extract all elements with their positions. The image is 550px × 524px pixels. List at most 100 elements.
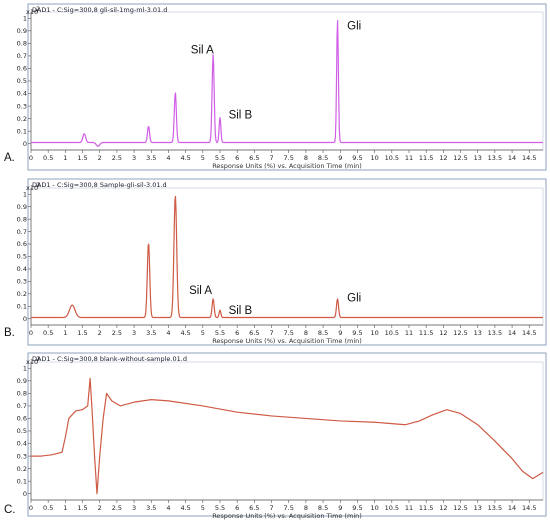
- x-tick-label: 5: [201, 154, 205, 162]
- x-tick-label: 8: [304, 329, 308, 337]
- x-tick-label: 6: [235, 154, 239, 162]
- x-axis-title: Response Units (%) vs. Acquisition Time …: [212, 337, 362, 345]
- x-tick-label: 14.5: [522, 504, 536, 512]
- x-tick-label: 13.5: [488, 329, 502, 337]
- x-tick-label: 1: [63, 329, 67, 337]
- y-tick-label: 0.8: [17, 215, 27, 223]
- x-tick-label: 10: [370, 154, 378, 162]
- x-tick-label: 12.5: [453, 154, 467, 162]
- x-tick-label: 8: [304, 504, 308, 512]
- y-tick-label: 0.1: [17, 303, 27, 311]
- x-tick-label: 14.5: [522, 329, 536, 337]
- chart-panel-b: DAD1 - C:Sig=300,8 Sample-gli-sil-3.01.d…: [4, 178, 547, 346]
- x-tick-label: 0: [29, 154, 33, 162]
- x-tick-label: 1.5: [77, 504, 87, 512]
- panel-frame: [27, 178, 547, 346]
- panel-frame: [27, 352, 547, 517]
- y-tick-label: 0.4: [17, 90, 27, 98]
- x-tick-label: 7.5: [284, 504, 294, 512]
- y-tick-label: 0.1: [17, 477, 27, 485]
- x-tick-label: 4: [166, 154, 170, 162]
- x-tick-label: 14: [508, 504, 516, 512]
- y-tick-label: 0.6: [17, 240, 27, 248]
- x-tick-label: 7.5: [284, 329, 294, 337]
- chromatogram-trace: [31, 377, 544, 495]
- y-tick-label: 1: [23, 364, 27, 372]
- x-tick-label: 11.5: [419, 504, 433, 512]
- x-tick-label: 12.5: [453, 504, 467, 512]
- y-tick-label: 0.4: [17, 265, 27, 273]
- x-tick-label: 3.5: [146, 504, 156, 512]
- x-tick-label: 4.5: [180, 504, 190, 512]
- x-tick-label: 6.5: [249, 504, 259, 512]
- y-tick-label: 0.4: [17, 440, 27, 448]
- y-tick-label: 0: [23, 490, 27, 498]
- x-tick-label: 11: [405, 154, 413, 162]
- y-multiplier: x10: [26, 8, 38, 16]
- x-tick-label: 0.5: [43, 329, 53, 337]
- peak-annotation: Sil B: [229, 110, 253, 122]
- peak-annotation: Sil B: [229, 305, 253, 317]
- x-tick-label: 10: [370, 504, 378, 512]
- x-tick-label: 0.5: [43, 504, 53, 512]
- y-multiplier: x10: [26, 184, 38, 192]
- y-tick-label: 0.1: [17, 127, 27, 135]
- x-tick-label: 0.5: [43, 154, 53, 162]
- y-multiplier: x10: [26, 358, 38, 366]
- x-tick-label: 13: [474, 154, 482, 162]
- panel-label: B.: [4, 327, 15, 339]
- chromatogram-trace: [30, 20, 544, 147]
- x-tick-label: 5: [201, 504, 205, 512]
- x-tick-label: 1.5: [77, 154, 87, 162]
- y-tick-label: 0.3: [17, 102, 27, 110]
- x-tick-label: 9: [338, 504, 342, 512]
- x-tick-label: 10.5: [385, 504, 399, 512]
- peak-annotation: Gli: [347, 292, 361, 304]
- chart-panel-a: DAD1 - C:Sig=300,8 gli-sil-1mg-ml-3.01.d…: [4, 3, 547, 171]
- x-axis-title: Response Units (%) vs. Acquisition Time …: [212, 512, 362, 520]
- x-tick-label: 2: [98, 154, 102, 162]
- y-tick-label: 0.5: [17, 77, 27, 85]
- x-tick-label: 2: [98, 329, 102, 337]
- x-tick-label: 3.5: [146, 329, 156, 337]
- x-axis-title: Response Units (%) vs. Acquisition Time …: [212, 162, 362, 170]
- y-tick-label: 0.7: [17, 52, 27, 60]
- peak-annotation: Gli: [347, 21, 361, 33]
- y-tick-label: 0.8: [17, 390, 27, 398]
- x-tick-label: 4: [166, 329, 170, 337]
- x-tick-label: 13: [474, 504, 482, 512]
- x-tick-label: 13.5: [488, 504, 502, 512]
- y-tick-label: 1: [23, 190, 27, 198]
- x-tick-label: 2.5: [112, 504, 122, 512]
- x-tick-label: 1: [63, 504, 67, 512]
- x-tick-label: 3: [132, 329, 136, 337]
- y-tick-label: 0.2: [17, 465, 27, 473]
- x-tick-label: 6.5: [249, 329, 259, 337]
- x-tick-label: 0: [29, 504, 33, 512]
- x-tick-label: 9.5: [352, 154, 362, 162]
- x-tick-label: 3: [132, 504, 136, 512]
- x-tick-label: 13.5: [488, 154, 502, 162]
- y-exponent: 2: [36, 181, 40, 189]
- x-tick-label: 4.5: [180, 329, 190, 337]
- x-tick-label: 14: [508, 329, 516, 337]
- y-tick-label: 0.2: [17, 115, 27, 123]
- peak-annotation: Sil A: [189, 285, 212, 297]
- x-tick-label: 0: [29, 329, 33, 337]
- y-tick-label: 0: [23, 315, 27, 323]
- peak-annotation: Sil A: [191, 44, 214, 56]
- panel-frame: [27, 3, 547, 171]
- x-tick-label: 8.5: [318, 154, 328, 162]
- x-tick-label: 2.5: [112, 329, 122, 337]
- x-tick-label: 13: [474, 329, 482, 337]
- x-tick-label: 3.5: [146, 154, 156, 162]
- x-tick-label: 9.5: [352, 329, 362, 337]
- x-tick-label: 7: [269, 154, 273, 162]
- panel-header: DAD1 - C:Sig=300,8 gli-sil-1mg-ml-3.01.d: [32, 6, 167, 14]
- y-tick-label: 0.9: [17, 27, 27, 35]
- x-tick-label: 5.5: [215, 154, 225, 162]
- x-tick-label: 10.5: [385, 154, 399, 162]
- y-tick-label: 1: [23, 14, 27, 22]
- chart-panel-c: DAD1 - C:Sig=300,8 blank-without-sample.…: [4, 352, 547, 520]
- x-tick-label: 6.5: [249, 154, 259, 162]
